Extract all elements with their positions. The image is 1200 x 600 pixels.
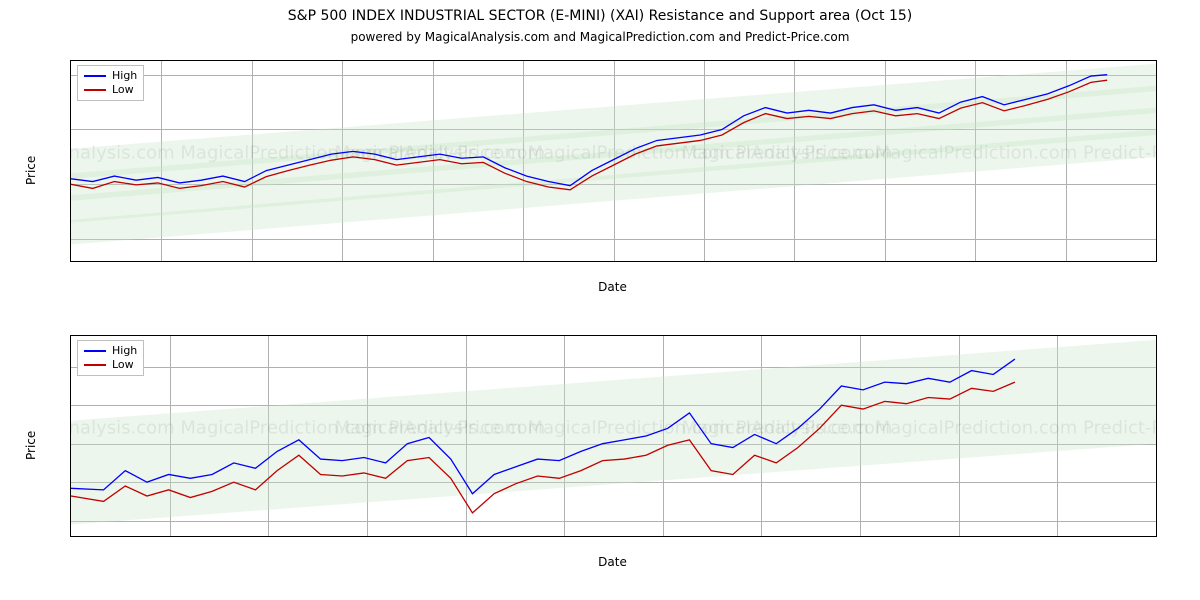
chart-title: S&P 500 INDEX INDUSTRIAL SECTOR (E-MINI)…: [0, 8, 1200, 24]
xtick-label: 2024-06-15: [138, 536, 202, 537]
legend: HighLow: [77, 340, 144, 376]
legend-swatch: [84, 89, 106, 91]
xtick-label: 2023-03: [138, 261, 184, 262]
xtick-label: 2024-09: [952, 261, 998, 262]
legend-label: High: [112, 344, 137, 358]
legend-swatch: [84, 350, 106, 352]
legend: HighLow: [77, 65, 144, 101]
legend-item: Low: [84, 83, 137, 97]
figure: S&P 500 INDEX INDUSTRIAL SECTOR (E-MINI)…: [0, 0, 1200, 600]
xtick-label: 2024-07: [862, 261, 908, 262]
legend-swatch: [84, 364, 106, 366]
xtick-label: 2024-10-01: [828, 536, 892, 537]
legend-label: Low: [112, 358, 134, 372]
xlabel-top: Date: [70, 280, 1155, 294]
xtick-label: 2024-01: [591, 261, 637, 262]
xtick-label: 2023-09: [410, 261, 456, 262]
ylabel-top: Price: [24, 156, 38, 185]
legend-swatch: [84, 75, 106, 77]
xtick-label: 2024-08-15: [532, 536, 596, 537]
xtick-label: 2024-10-15: [927, 536, 991, 537]
ylabel-bottom: Price: [24, 431, 38, 460]
plot-svg: [71, 336, 1156, 536]
xtick-label: 2024-07-01: [236, 536, 300, 537]
xlabel-bottom: Date: [70, 555, 1155, 569]
legend-item: High: [84, 344, 137, 358]
chart-bottom: 120012501300135014002024-06-152024-07-01…: [70, 335, 1157, 537]
xtick-label: 2024-07-15: [335, 536, 399, 537]
plot-svg: [71, 61, 1156, 261]
xtick-label: 2023-07: [319, 261, 365, 262]
legend-label: High: [112, 69, 137, 83]
xtick-label: 2024-09-01: [631, 536, 695, 537]
xtick-label: 2024-03: [681, 261, 727, 262]
xtick-label: 2024-11: [1043, 261, 1089, 262]
xtick-label: 2024-09-15: [729, 536, 793, 537]
xtick-label: 2024-11-01: [1025, 536, 1089, 537]
xtick-label: 2023-05: [229, 261, 275, 262]
xtick-label: 2024-08-01: [434, 536, 498, 537]
xtick-label: 2024-05: [771, 261, 817, 262]
legend-label: Low: [112, 83, 134, 97]
chart-top: 8001000120014002023-032023-052023-072023…: [70, 60, 1157, 262]
legend-item: Low: [84, 358, 137, 372]
chart-subtitle: powered by MagicalAnalysis.com and Magic…: [0, 30, 1200, 44]
xtick-label: 2023-11: [500, 261, 546, 262]
legend-item: High: [84, 69, 137, 83]
